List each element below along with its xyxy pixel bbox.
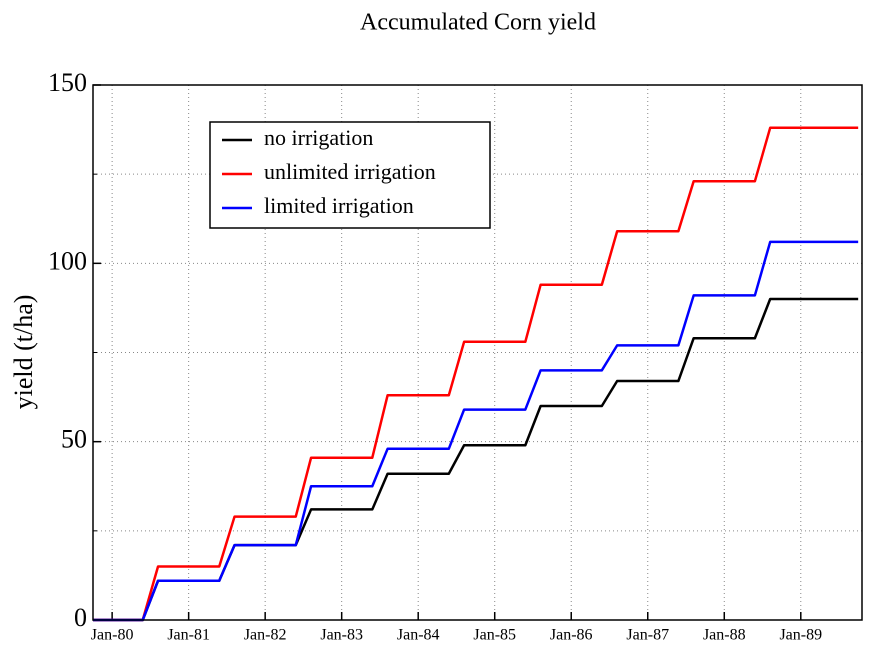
x-tick-label: Jan-84	[397, 627, 440, 644]
y-tick-label: 50	[61, 425, 87, 454]
series-line	[93, 126, 859, 622]
chart-title: Accumulated Corn yield	[360, 10, 596, 36]
x-tick-label: Jan-89	[779, 627, 822, 644]
y-tick-label: 150	[48, 68, 87, 97]
legend-label: limited irrigation	[264, 193, 414, 218]
y-tick-label: 100	[48, 246, 87, 275]
plot-frame	[92, 84, 863, 621]
y-tick-label: 0	[74, 603, 87, 632]
x-tick-label: Jan-81	[167, 627, 210, 644]
x-tick-label: Jan-85	[473, 627, 516, 644]
x-tick-label: Jan-83	[320, 627, 363, 644]
x-tick-label: Jan-87	[626, 627, 669, 644]
legend-label: unlimited irrigation	[264, 159, 436, 184]
x-tick-label: Jan-86	[550, 627, 593, 644]
legend-label: no irrigation	[264, 125, 373, 150]
x-tick-label: Jan-80	[91, 627, 134, 644]
x-tick-label: Jan-82	[244, 627, 287, 644]
y-axis-label: yield (t/ha)	[9, 295, 38, 410]
legend-box	[209, 121, 491, 229]
series-line	[93, 297, 859, 622]
series-line	[93, 240, 859, 622]
x-tick-label: Jan-88	[703, 627, 746, 644]
